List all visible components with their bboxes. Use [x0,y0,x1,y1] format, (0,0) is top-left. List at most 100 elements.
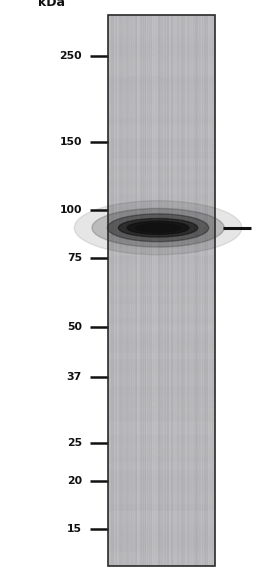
Bar [164,15,165,566]
Bar [139,15,140,566]
Text: 25: 25 [67,438,82,448]
Bar [108,262,215,270]
Bar [108,117,215,125]
Bar [194,15,195,566]
Bar [129,15,130,566]
Bar [150,15,151,566]
Bar [108,124,215,132]
Bar [108,414,215,422]
Bar [112,15,113,566]
Bar [108,28,215,35]
Bar [108,152,215,159]
Bar [151,15,152,566]
Bar [108,249,215,256]
Bar [178,15,179,566]
Bar [199,15,200,566]
Bar [148,15,149,566]
Bar [108,407,215,415]
Bar [163,15,164,566]
Bar [135,15,136,566]
Bar [108,283,215,290]
Bar [108,504,215,511]
Bar [175,15,176,566]
Bar [108,393,215,401]
Bar [165,15,166,566]
Bar [143,15,144,566]
Text: 250: 250 [59,51,82,61]
Bar [108,525,215,532]
Bar [197,15,198,566]
Bar [173,15,174,566]
Bar [172,15,173,566]
Bar [108,89,215,97]
Bar [114,15,115,566]
Bar [115,15,116,566]
Bar [134,15,135,566]
Bar [198,15,199,566]
Bar [166,15,167,566]
Bar [108,497,215,504]
Bar [179,15,180,566]
Bar [116,15,118,566]
Ellipse shape [92,209,224,247]
Bar [108,421,215,429]
Bar [108,379,215,387]
Bar [108,145,215,153]
Bar [195,15,196,566]
Bar [108,428,215,435]
Bar [213,15,214,566]
Bar [108,290,215,297]
Bar [153,15,154,566]
Bar [187,15,188,566]
Bar [108,372,215,380]
Bar [202,15,204,566]
Bar [210,15,211,566]
Bar [108,297,215,304]
Ellipse shape [107,214,209,242]
Bar [108,166,215,173]
Bar [208,15,209,566]
Bar [108,269,215,277]
Bar [108,304,215,311]
Bar [184,15,185,566]
Bar [146,15,147,566]
Bar [108,69,215,77]
Ellipse shape [144,225,172,230]
Bar [214,15,215,566]
Bar [176,15,177,566]
Bar [205,15,206,566]
Bar [108,324,215,332]
Bar [127,15,128,566]
Bar [108,15,215,566]
Bar [108,96,215,104]
Bar [108,173,215,180]
Bar [147,15,148,566]
Bar [212,15,213,566]
Bar [201,15,202,566]
Bar [117,15,118,566]
Bar [203,15,204,566]
Bar [133,15,134,566]
Bar [118,15,119,566]
Bar [108,352,215,360]
Bar [108,255,215,263]
Bar [108,435,215,442]
Bar [204,15,205,566]
Bar [108,310,215,318]
Bar [141,15,142,566]
Bar [108,21,215,28]
Bar [181,15,182,566]
Bar [158,15,159,566]
Bar [108,83,215,91]
Bar [108,15,109,566]
Bar [177,15,178,566]
Bar [171,15,172,566]
Bar [131,15,132,566]
Bar [168,15,169,566]
Bar [186,15,187,566]
Bar [108,34,215,42]
Bar [183,15,184,566]
Bar [108,200,215,208]
Bar [108,331,215,339]
Text: 20: 20 [67,476,82,486]
